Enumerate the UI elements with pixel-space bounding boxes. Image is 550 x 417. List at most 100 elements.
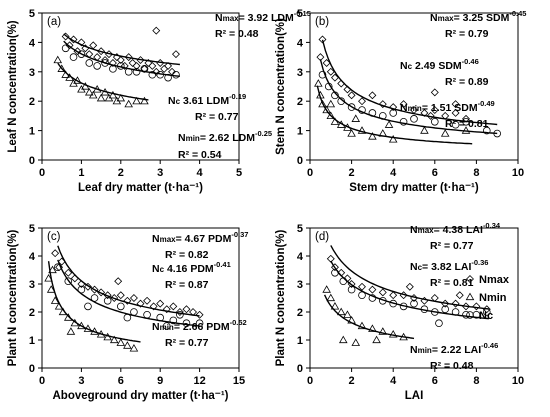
legend-marker-nc (466, 311, 474, 319)
x-tick-label: 10 (512, 167, 524, 179)
point-nc (93, 62, 101, 70)
point-nmax (149, 302, 158, 311)
point-nmax (123, 296, 132, 305)
x-tick-label: 10 (512, 375, 524, 387)
point-nmax (426, 111, 435, 120)
point-nc (347, 103, 356, 111)
point-nmax (152, 26, 161, 35)
point-nmax (451, 299, 460, 308)
point-nc (318, 70, 327, 79)
x-tick-label: 5 (236, 167, 242, 179)
y-tick-label: 2 (29, 96, 35, 108)
point-nmin (378, 327, 388, 335)
x-axis-title: Aboveground dry matter (t·ha⁻¹) (52, 390, 228, 402)
point-nmax (455, 291, 464, 300)
point-nc (410, 299, 418, 308)
point-nmin (388, 329, 398, 338)
point-nmax (451, 100, 460, 109)
y-tick-label: 0 (297, 155, 303, 167)
fit-curve-nmax (321, 39, 498, 126)
fit-equation: Nmin= 1.51 SDM-0.49 (400, 99, 495, 114)
point-nmin (347, 129, 356, 137)
y-tick-label: 4 (297, 251, 304, 263)
legend-marker-nmax (466, 275, 474, 283)
point-nmin (53, 55, 63, 64)
x-tick-label: 0 (307, 375, 313, 387)
plot-frame (309, 12, 519, 161)
point-nc (430, 117, 439, 126)
fit-equation: Nc 2.49 SDM-0.46 (400, 57, 479, 72)
x-tick-label: 0 (307, 167, 313, 179)
point-nmin (384, 120, 394, 128)
point-nmax (405, 282, 414, 291)
point-nc (435, 319, 443, 328)
chart-panel-d: 0 2 4 6 8 10 0 1 2 3 4 5 LAI Plant N concentration(%)… (275, 221, 524, 402)
point-nmin (116, 93, 126, 102)
point-nmin (420, 126, 429, 134)
point-nmin (368, 132, 377, 140)
y-tick-label: 1 (297, 335, 303, 347)
y-tick-label: 3 (297, 67, 303, 79)
point-nc (85, 59, 94, 67)
point-nmin (88, 90, 98, 99)
point-nmin (46, 285, 56, 293)
y-axis-title: Plant N concentration(%) (275, 229, 287, 366)
point-nmin (351, 338, 361, 346)
y-tick-label: 2 (297, 307, 303, 319)
point-nmin (388, 135, 398, 143)
point-nc (77, 50, 86, 58)
point-nmax (162, 305, 171, 314)
point-nc (148, 70, 157, 79)
y-tick-label: 0 (29, 155, 35, 167)
chart-panel-a: 0 1 2 3 4 5 0 1 2 3 4 5 Leaf dry matter (t·ha⁻¹) Leaf… (7, 8, 311, 194)
fit-curve-nc (63, 40, 180, 77)
x-tick-label: 2 (349, 167, 355, 179)
y-tick-label: 5 (297, 223, 303, 235)
point-nc (339, 277, 348, 286)
point-nmax (84, 282, 92, 291)
point-nmin (96, 93, 106, 102)
point-nmax (128, 59, 137, 67)
fit-equation: Nc 3.61 LDM-0.19 (168, 92, 246, 107)
legend-label-nmin: Nmin (479, 292, 507, 304)
point-nmin (461, 126, 471, 134)
panel-label: (d) (315, 231, 329, 243)
point-nc (176, 310, 184, 319)
x-tick-label: 3 (78, 375, 84, 387)
point-nmin (326, 111, 336, 119)
fit-r-squared: R² = 0.89 (445, 76, 489, 88)
point-nmax (103, 291, 112, 300)
point-nmin (357, 126, 367, 134)
y-tick-label: 2 (297, 96, 303, 108)
point-nmin (124, 99, 133, 108)
point-nmax (160, 64, 169, 73)
y-tick-label: 4 (29, 37, 36, 49)
point-nc (169, 316, 178, 325)
point-nc (182, 319, 191, 328)
x-tick-label: 9 (157, 375, 163, 387)
y-tick-label: 4 (297, 37, 304, 49)
point-nmax (108, 59, 117, 67)
point-nc (172, 70, 180, 79)
fit-curve-nmin (323, 294, 415, 340)
point-nmax (64, 268, 73, 277)
plot-frame (309, 227, 519, 369)
fit-r-squared: R² = 0.48 (430, 360, 474, 372)
point-nmin (129, 343, 139, 352)
point-nmax (171, 50, 180, 59)
point-nmax (399, 100, 408, 109)
point-nmin (84, 87, 94, 96)
point-nc (84, 302, 92, 311)
point-nmin (343, 310, 352, 318)
x-tick-label: 15 (233, 375, 245, 387)
point-nmax (330, 73, 339, 82)
plot-frame (41, 12, 240, 161)
fit-curve-nmax (330, 245, 489, 310)
legend-marker-nmin (465, 292, 475, 301)
fit-equation: Nmin= 2.66 PDM-0.52 (152, 318, 247, 333)
point-nmax (195, 310, 204, 319)
point-nc (101, 59, 109, 67)
x-tick-label: 0 (39, 167, 45, 179)
fit-curve-nc (330, 260, 489, 320)
